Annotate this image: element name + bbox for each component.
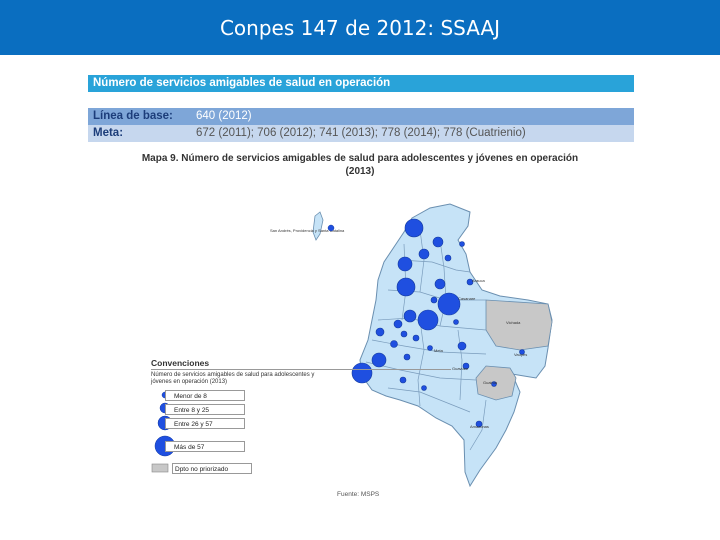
place-label-arauca: Arauca <box>472 278 485 283</box>
legend-item-label: Dpto no priorizado <box>172 463 252 474</box>
baseline-row: Línea de base: 640 (2012) <box>88 108 634 125</box>
service-circle <box>421 385 427 391</box>
goal-value: 672 (2011); 706 (2012); 741 (2013); 778 … <box>196 127 526 139</box>
colombia-outline <box>359 203 553 488</box>
san-andres-island <box>312 211 324 241</box>
service-circle <box>412 334 420 342</box>
service-circle <box>397 256 413 272</box>
service-circle <box>351 362 373 384</box>
place-label-vichada: Vichada <box>506 320 521 325</box>
service-circle <box>418 248 430 260</box>
service-circle-san-andres <box>327 224 335 232</box>
service-circle <box>453 319 459 325</box>
goal-label: Meta: <box>93 127 124 139</box>
map-title: Mapa 9. Número de servicios amigables de… <box>130 152 590 178</box>
service-circle <box>403 309 417 323</box>
legend-item-label: Entre 8 y 25 <box>165 404 245 415</box>
place-label-meta: Meta <box>434 348 444 353</box>
service-circle <box>371 352 387 368</box>
service-circle <box>466 278 474 286</box>
legend-item-label: Más de 57 <box>165 441 245 452</box>
legend-subtitle: Número de servicios amigables de salud p… <box>151 372 315 385</box>
service-circle <box>417 309 439 331</box>
vichada-not-prioritized <box>485 299 553 351</box>
map-title-line1: Mapa 9. Número de servicios amigables de… <box>141 153 579 164</box>
service-circle <box>462 362 470 370</box>
service-circle <box>457 341 467 351</box>
source-note: Fuente: MSPS <box>337 491 380 498</box>
service-circle <box>400 330 408 338</box>
service-circle <box>403 353 411 361</box>
legend-item-label: Menor de 8 <box>165 390 245 401</box>
service-circle <box>399 376 407 384</box>
service-circle <box>390 340 398 348</box>
baseline-label: Línea de base: <box>93 110 173 122</box>
indicator-header: Número de servicios amigables de salud e… <box>88 75 634 92</box>
map-title-line2: (2013) <box>345 166 375 177</box>
legend-symbol-not-prioritized <box>151 463 169 473</box>
slide-title: Conpes 147 de 2012: SSAAJ <box>0 0 720 55</box>
island-label: San Andrés, Providencia y Santa Catalina <box>270 228 345 233</box>
service-circle <box>519 349 525 355</box>
baseline-value: 640 (2012) <box>196 110 252 122</box>
place-label-guaviare: Guaviare <box>452 366 469 371</box>
legend-divider <box>151 369 451 370</box>
service-circle <box>427 345 433 351</box>
service-circle <box>434 278 446 290</box>
place-label-amazonas: Amazonas <box>470 424 489 429</box>
place-label-vaupes: Vaupés <box>514 352 527 357</box>
place-label-guainia: Guainía <box>483 380 498 385</box>
service-circle <box>430 296 438 304</box>
service-circle <box>437 292 461 316</box>
service-circle <box>393 319 403 329</box>
service-circle <box>404 218 424 238</box>
place-label-casanare: Casanare <box>458 296 476 301</box>
service-circle <box>459 241 465 247</box>
service-circle <box>475 420 483 428</box>
service-circle <box>432 236 444 248</box>
service-circle <box>396 277 416 297</box>
service-circle <box>375 327 385 337</box>
legend-item-label: Entre 26 y 57 <box>165 418 245 429</box>
service-circle <box>491 381 497 387</box>
legend-title: Convenciones <box>151 358 210 368</box>
goal-row: Meta: 672 (2011); 706 (2012); 741 (2013)… <box>88 125 634 142</box>
service-circle <box>444 254 452 262</box>
